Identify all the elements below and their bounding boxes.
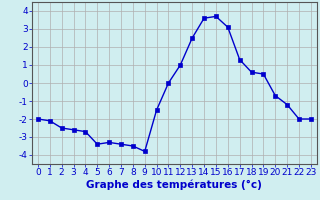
X-axis label: Graphe des températures (°c): Graphe des températures (°c) xyxy=(86,180,262,190)
